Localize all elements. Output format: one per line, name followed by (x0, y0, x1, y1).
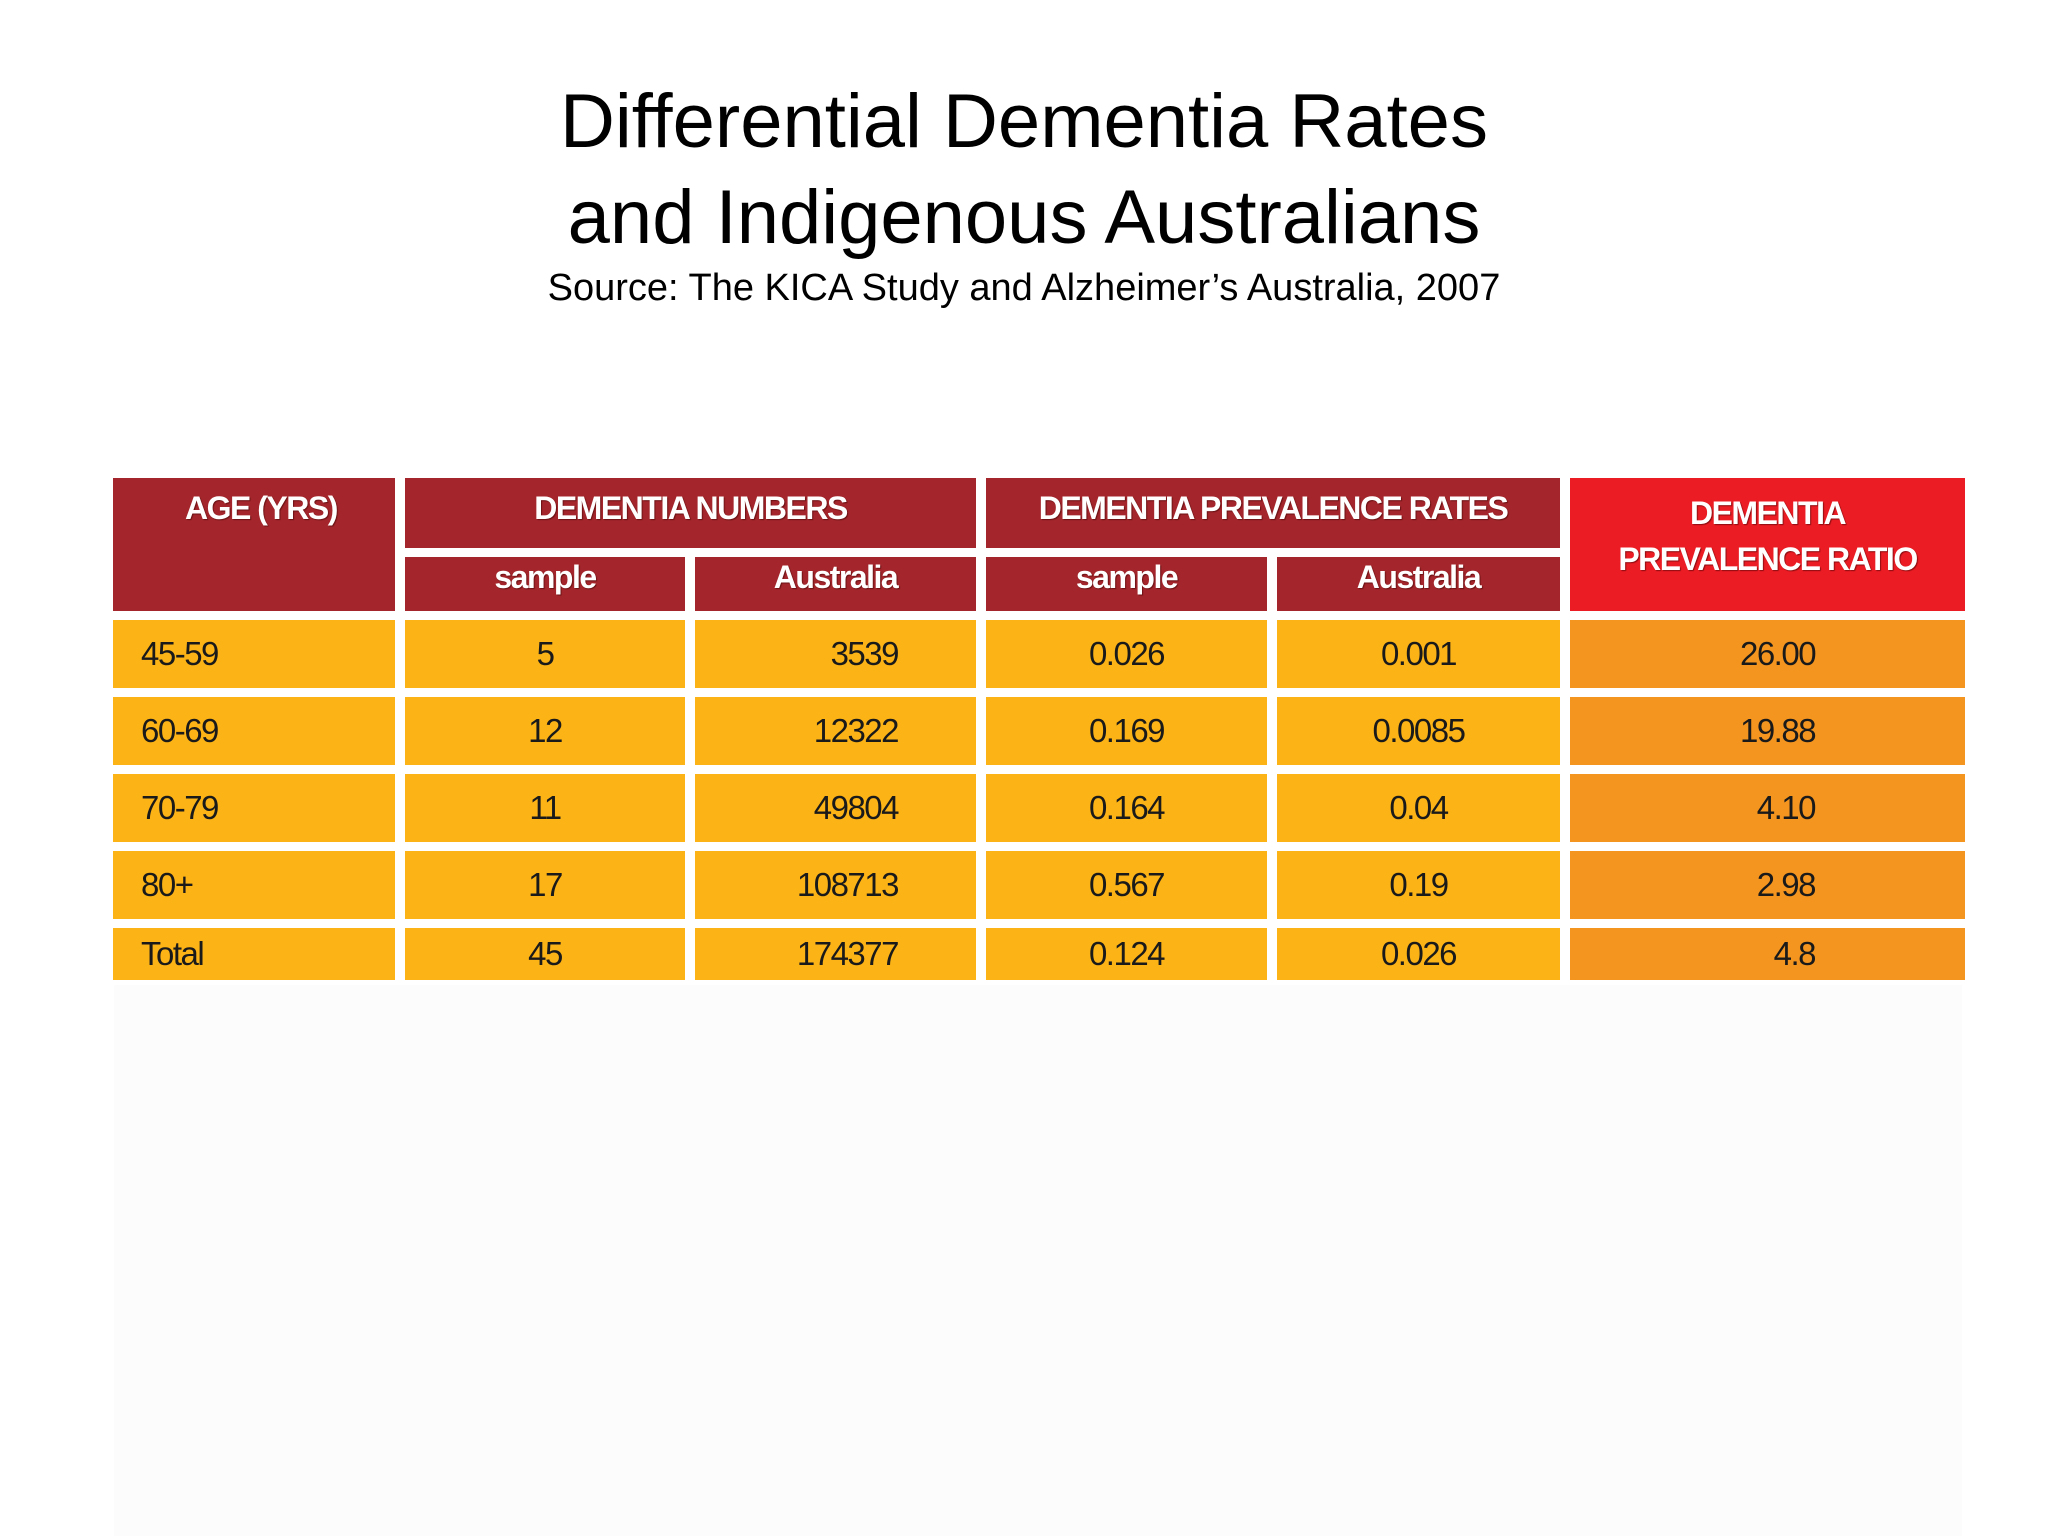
cell-age: 70-79 (113, 774, 395, 842)
cell-num-australia: 3539 (695, 620, 976, 688)
subheader-numbers-australia: Australia (695, 557, 976, 611)
cell-ratio: 4.8 (1570, 928, 1966, 980)
cell-rate-sample: 0.124 (986, 928, 1267, 980)
cell-rate-australia: 0.19 (1277, 851, 1561, 919)
cell-rate-australia: 0.026 (1277, 928, 1561, 980)
table-row: 45-59 5 3539 0.026 0.001 26.00 (113, 620, 1966, 688)
cell-num-sample: 17 (405, 851, 685, 919)
cell-num-sample: 11 (405, 774, 685, 842)
header-age: AGE (YRS) (113, 478, 395, 611)
table-row: 70-79 11 49804 0.164 0.04 4.10 (113, 774, 1966, 842)
cell-rate-sample: 0.164 (986, 774, 1267, 842)
cell-rate-australia: 0.001 (1277, 620, 1561, 688)
header-ratio-line-1: DEMENTIA (1689, 495, 1847, 531)
cell-age: Total (113, 928, 395, 980)
cell-num-australia: 174377 (695, 928, 976, 980)
dementia-table: AGE (YRS) DEMENTIA NUMBERS DEMENTIA PREV… (103, 469, 1975, 989)
cell-rate-australia: 0.0085 (1277, 697, 1561, 765)
header-prevalence-ratio: DEMENTIA PREVALENCE RATIO (1570, 478, 1966, 611)
title-line-1: Differential Dementia Rates (560, 79, 1488, 164)
cell-ratio: 4.10 (1570, 774, 1966, 842)
cell-rate-sample: 0.567 (986, 851, 1267, 919)
cell-num-australia: 108713 (695, 851, 976, 919)
slide-title: Differential Dementia Rates and Indigeno… (0, 74, 2048, 266)
header-ratio-line-2: PREVALENCE RATIO (1618, 541, 1918, 577)
cell-rate-sample: 0.026 (986, 620, 1267, 688)
table-row: 80+ 17 108713 0.567 0.19 2.98 (113, 851, 1966, 919)
cell-num-sample: 5 (405, 620, 685, 688)
cell-age: 45-59 (113, 620, 395, 688)
cell-rate-sample: 0.169 (986, 697, 1267, 765)
table-backdrop (114, 985, 1962, 1536)
cell-ratio: 19.88 (1570, 697, 1966, 765)
cell-ratio: 26.00 (1570, 620, 1966, 688)
subheader-numbers-sample: sample (405, 557, 685, 611)
cell-age: 80+ (113, 851, 395, 919)
cell-age: 60-69 (113, 697, 395, 765)
cell-ratio: 2.98 (1570, 851, 1966, 919)
cell-num-australia: 12322 (695, 697, 976, 765)
table-row: 60-69 12 12322 0.169 0.0085 19.88 (113, 697, 1966, 765)
cell-num-australia: 49804 (695, 774, 976, 842)
source-caption: Source: The KICA Study and Alzheimer’s A… (547, 267, 1501, 309)
title-line-2: and Indigenous Australians (567, 175, 1481, 260)
cell-num-sample: 12 (405, 697, 685, 765)
header-prevalence-rates: DEMENTIA PREVALENCE RATES (986, 478, 1561, 548)
table-row: Total 45 174377 0.124 0.026 4.8 (113, 928, 1966, 980)
cell-num-sample: 45 (405, 928, 685, 980)
header-dementia-numbers: DEMENTIA NUMBERS (405, 478, 976, 548)
subheader-rates-australia: Australia (1277, 557, 1561, 611)
cell-rate-australia: 0.04 (1277, 774, 1561, 842)
subheader-rates-sample: sample (986, 557, 1267, 611)
